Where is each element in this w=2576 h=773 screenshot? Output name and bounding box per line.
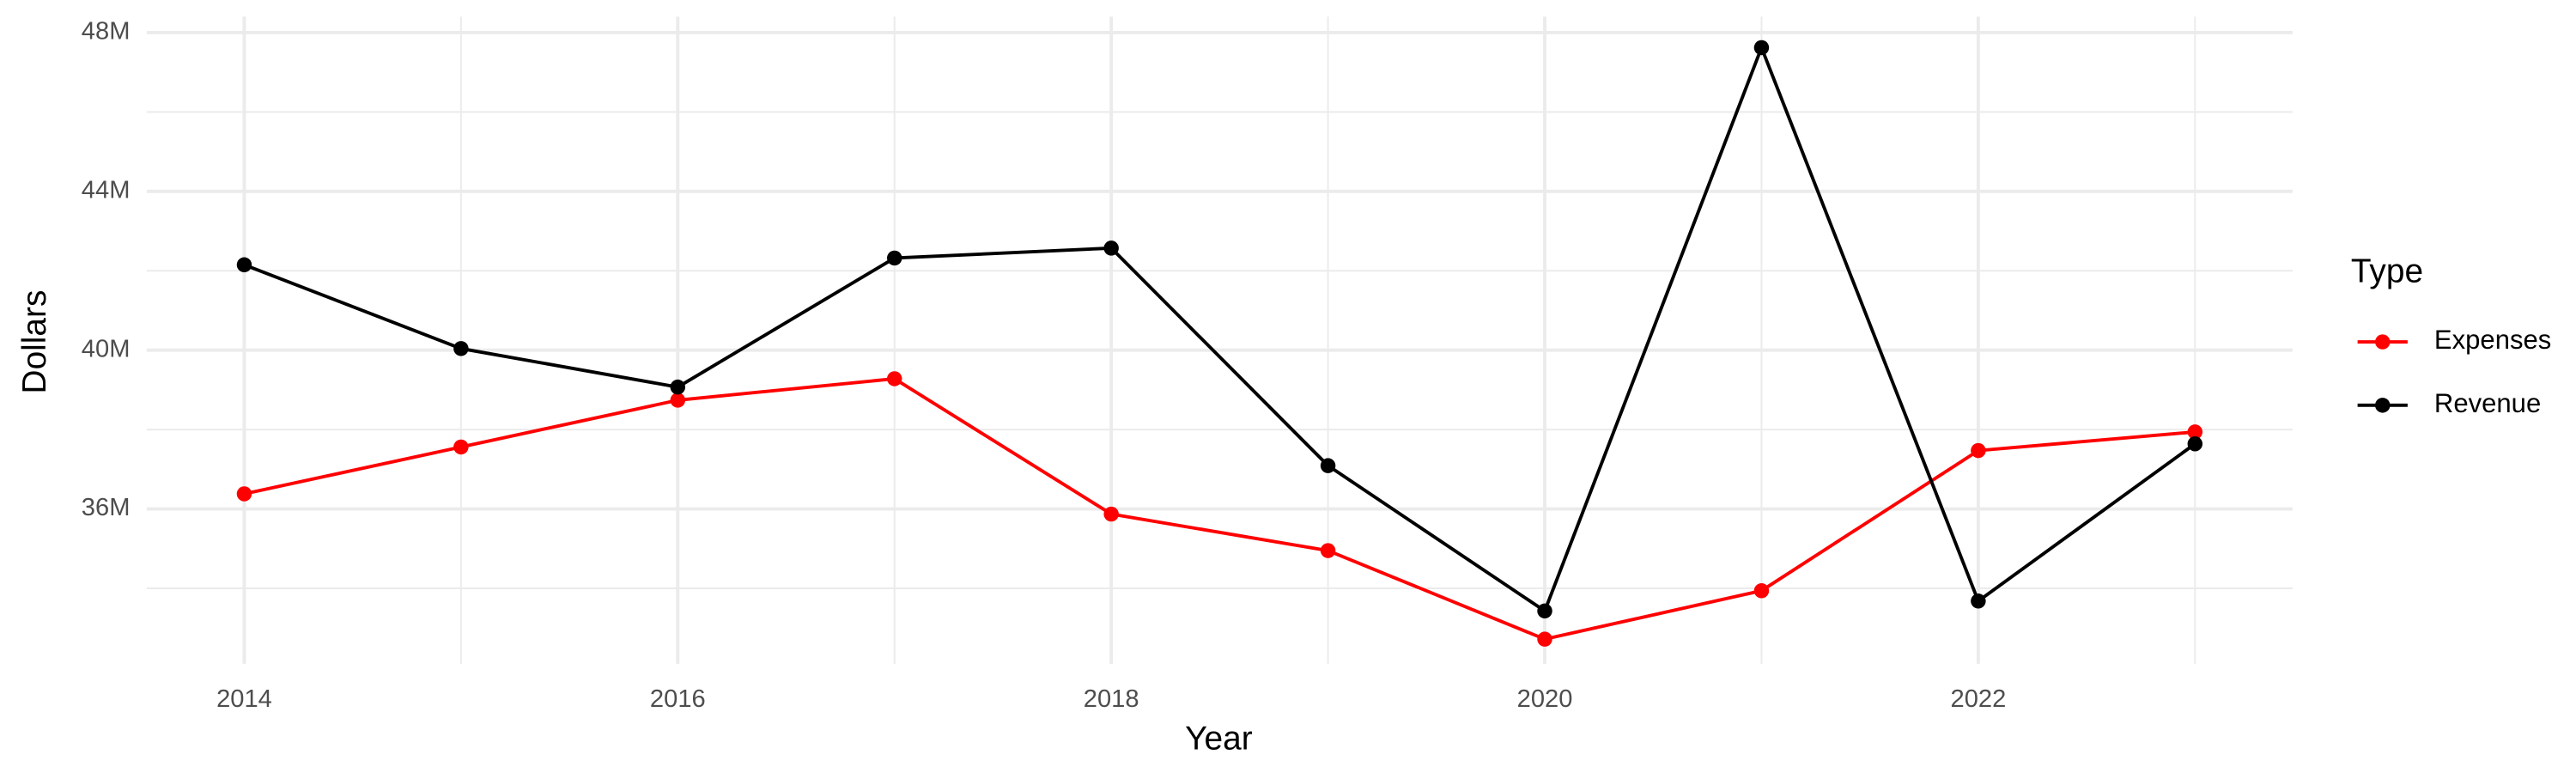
y-tick-label: 40M <box>82 335 131 362</box>
series-line <box>244 376 2196 642</box>
y-tick-label: 44M <box>82 176 131 204</box>
x-tick-label: 2022 <box>1951 685 2007 713</box>
x-tick-label: 2020 <box>1517 685 1573 713</box>
data-point <box>453 439 469 455</box>
data-point <box>887 371 902 386</box>
data-point <box>1537 603 1552 619</box>
data-point <box>1753 40 1770 56</box>
data-point <box>1971 442 1986 459</box>
legend-title: Type <box>2351 253 2423 290</box>
y-tick-label: 36M <box>82 494 131 521</box>
y-axis-title: Dollars <box>16 290 53 394</box>
legend-key-point <box>2375 398 2391 413</box>
data-point <box>2187 424 2203 440</box>
data-point <box>2187 436 2203 452</box>
data-point <box>1320 543 1336 558</box>
x-axis-title: Year <box>1185 720 1253 757</box>
data-point <box>236 486 252 502</box>
data-point <box>236 257 252 273</box>
data-point <box>670 379 686 395</box>
grid <box>146 16 2293 664</box>
data-point <box>1971 593 1986 609</box>
x-tick-label: 2014 <box>216 685 272 713</box>
data-point <box>1103 506 1119 522</box>
data-point <box>1320 458 1336 473</box>
data-point <box>1103 240 1119 256</box>
legend-key-point <box>2375 334 2391 350</box>
data-point <box>1537 631 1552 647</box>
x-tick-label: 2016 <box>650 685 706 713</box>
series-line <box>243 43 2196 614</box>
data-point <box>670 393 686 408</box>
data-point <box>887 250 902 266</box>
legend-label: Expenses <box>2434 325 2551 355</box>
data-point <box>453 341 469 356</box>
x-tick-label: 2018 <box>1084 685 1139 713</box>
data-point <box>1753 583 1770 599</box>
y-tick-label: 48M <box>82 18 131 46</box>
legend-label: Revenue <box>2434 388 2541 418</box>
